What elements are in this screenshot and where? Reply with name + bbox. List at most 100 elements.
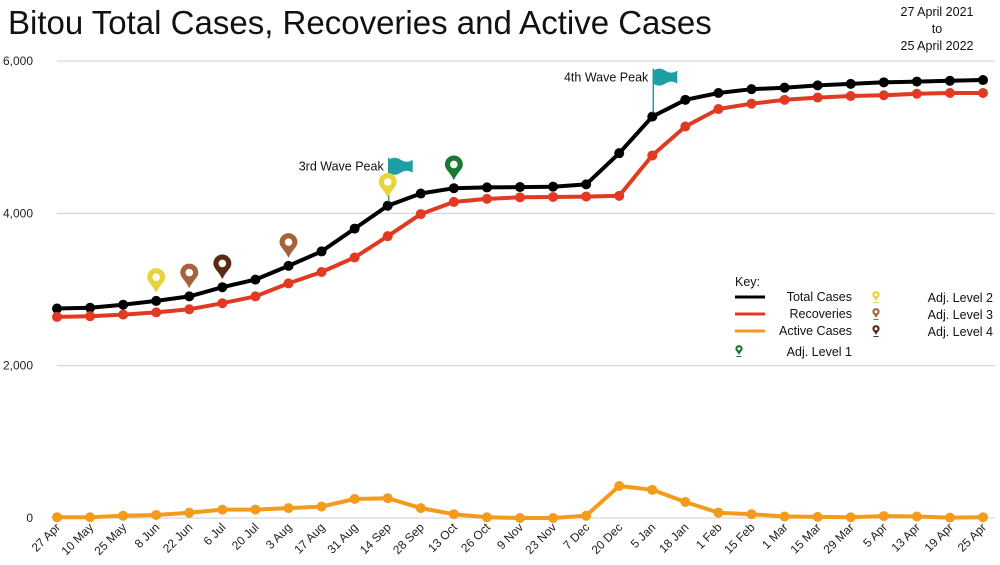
legend-label-active-cases: Active Cases bbox=[779, 324, 852, 338]
pin-hole bbox=[874, 310, 878, 314]
recoveries-point bbox=[448, 196, 459, 207]
recoveries-point bbox=[581, 191, 592, 202]
total-cases-point bbox=[316, 246, 327, 257]
active-cases-point bbox=[85, 512, 96, 523]
date-range-start: 27 April 2021 bbox=[900, 5, 974, 19]
total-cases-point bbox=[680, 94, 691, 105]
x-tick-label: 31 Aug bbox=[324, 520, 360, 556]
wave-peak-annotation: 4th Wave Peak bbox=[564, 68, 678, 113]
active-cases-point bbox=[283, 503, 294, 514]
x-tick-label: 22 Jun bbox=[160, 520, 195, 555]
recoveries-point bbox=[746, 98, 757, 109]
wave-peak-annotation: 3rd Wave Peak bbox=[299, 157, 413, 202]
legend-label-level-1: Adj. Level 1 bbox=[787, 345, 852, 359]
x-tick-label: 18 Jan bbox=[656, 520, 691, 555]
total-cases-point bbox=[283, 260, 294, 271]
total-cases-point bbox=[515, 182, 525, 193]
y-tick-label: 2,000 bbox=[3, 359, 33, 373]
total-cases-point bbox=[812, 80, 823, 91]
total-cases-point bbox=[845, 78, 856, 89]
y-axis-ticks: 0 2,000 4,000 6,000 bbox=[3, 54, 33, 525]
legend: Key: Total Cases Recoveries Active Cases Adj… bbox=[735, 275, 993, 359]
recoveries-point bbox=[85, 311, 96, 322]
total-cases-point bbox=[349, 223, 360, 234]
total-cases-point bbox=[151, 295, 162, 306]
active-cases-point bbox=[911, 511, 922, 522]
x-tick-label: 23 Nov bbox=[522, 520, 559, 557]
pin-hole bbox=[383, 178, 392, 186]
marker-layer bbox=[147, 155, 463, 293]
legend-label-recoveries: Recoveries bbox=[789, 307, 852, 321]
x-tick-label: 1 Feb bbox=[693, 520, 725, 552]
y-tick-label: 6,000 bbox=[3, 54, 33, 68]
active-cases-point bbox=[581, 510, 592, 521]
legend-level-4-icon bbox=[872, 325, 880, 337]
recoveries-point bbox=[647, 150, 658, 161]
recoveries-point bbox=[845, 91, 856, 102]
active-cases-point bbox=[118, 510, 129, 521]
pin-hole bbox=[737, 347, 741, 351]
active-cases-point bbox=[151, 509, 162, 520]
pin-hole bbox=[152, 273, 160, 281]
total-cases-point bbox=[52, 303, 62, 314]
active-cases-point bbox=[515, 513, 525, 523]
recoveries-point bbox=[911, 88, 922, 99]
active-cases-point bbox=[944, 512, 955, 523]
y-tick-label: 0 bbox=[26, 511, 33, 525]
x-tick-label: 20 Dec bbox=[589, 520, 626, 557]
x-tick-label: 13 Apr bbox=[889, 520, 923, 554]
total-cases-point bbox=[184, 291, 195, 302]
wave-peak-label: 4th Wave Peak bbox=[564, 71, 649, 85]
legend-level-1-icon bbox=[735, 345, 743, 357]
total-cases-point bbox=[878, 77, 889, 88]
total-cases-point bbox=[581, 179, 592, 190]
recoveries-point bbox=[118, 309, 129, 320]
pin-hole bbox=[874, 293, 878, 297]
active-cases-point bbox=[614, 481, 625, 492]
legend-label-level-3: Adj. Level 3 bbox=[928, 308, 993, 322]
total-cases-point bbox=[978, 75, 988, 86]
x-tick-label: 15 Feb bbox=[721, 520, 758, 557]
level-marker-icon bbox=[180, 263, 199, 289]
total-cases-point bbox=[415, 188, 426, 199]
total-cases-point bbox=[382, 200, 393, 211]
total-cases-point bbox=[250, 274, 261, 285]
active-cases-point bbox=[481, 512, 492, 523]
level-marker-icon bbox=[279, 233, 298, 258]
total-cases-point bbox=[944, 75, 955, 86]
level-marker-icon bbox=[378, 172, 397, 198]
x-tick-label: 10 May bbox=[58, 520, 96, 558]
y-tick-label: 4,000 bbox=[3, 206, 33, 220]
total-cases-point bbox=[614, 148, 625, 159]
recoveries-point bbox=[978, 87, 988, 98]
pin-hole bbox=[218, 259, 227, 268]
recoveries-point bbox=[878, 90, 889, 101]
total-cases-point bbox=[118, 299, 129, 310]
total-cases-point bbox=[779, 82, 790, 93]
series-layer bbox=[52, 75, 988, 523]
recoveries-point bbox=[250, 291, 261, 302]
active-cases-point bbox=[448, 509, 459, 520]
x-tick-label: 25 May bbox=[92, 520, 130, 558]
active-cases-point bbox=[349, 493, 360, 504]
recoveries-point bbox=[382, 231, 393, 242]
x-tick-label: 27 Apr bbox=[29, 520, 63, 554]
x-tick-label: 3 Aug bbox=[263, 520, 295, 552]
x-tick-label: 20 Jul bbox=[229, 520, 262, 553]
level-marker-icon bbox=[444, 155, 463, 181]
active-cases-point bbox=[878, 511, 889, 522]
active-cases-point bbox=[845, 512, 856, 523]
chart-title: Bitou Total Cases, Recoveries and Active… bbox=[8, 4, 712, 41]
x-tick-label: 25 Apr bbox=[955, 520, 989, 554]
legend-label-total-cases: Total Cases bbox=[787, 290, 852, 304]
active-cases-point bbox=[812, 511, 823, 522]
recoveries-point bbox=[481, 193, 492, 204]
legend-title: Key: bbox=[735, 275, 760, 289]
total-cases-point bbox=[448, 183, 459, 194]
active-cases-point bbox=[316, 501, 327, 512]
x-tick-label: 26 Oct bbox=[458, 520, 493, 555]
legend-label-level-4: Adj. Level 4 bbox=[928, 325, 993, 339]
recoveries-point bbox=[614, 190, 625, 201]
level-marker-icon bbox=[213, 254, 232, 280]
